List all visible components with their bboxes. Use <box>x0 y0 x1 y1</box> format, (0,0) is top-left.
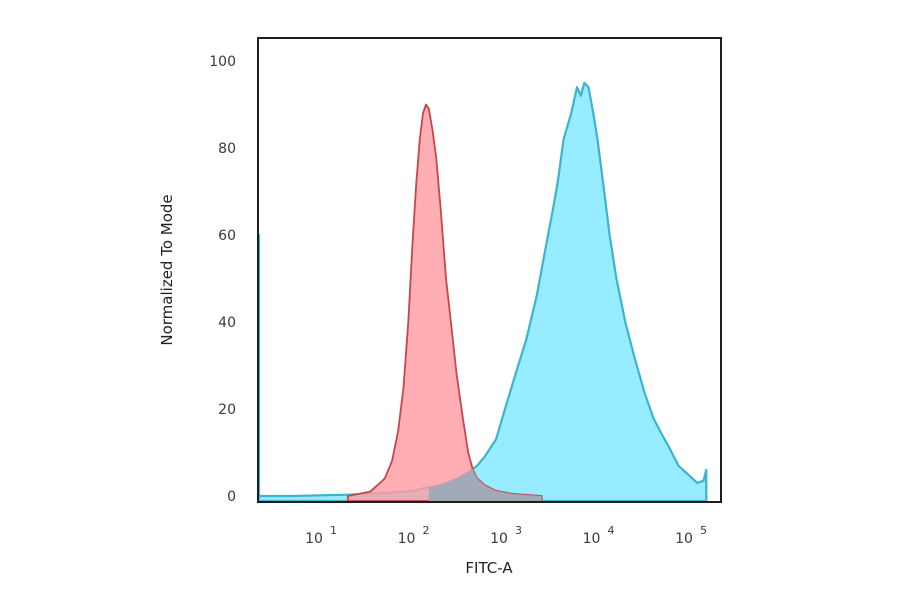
x-axis-title: FITC-A <box>465 559 513 577</box>
x-tick-label: 10 <box>675 531 693 547</box>
x-tick-exponent: 3 <box>515 524 522 537</box>
y-tick-label: 80 <box>218 141 236 157</box>
y-axis-title: Normalized To Mode <box>158 194 176 345</box>
x-tick-exponent: 1 <box>330 524 337 537</box>
x-tick-exponent: 4 <box>608 524 615 537</box>
y-tick-label: 40 <box>218 315 236 331</box>
histogram-overlap-region <box>428 468 542 501</box>
y-tick-label: 60 <box>218 228 236 244</box>
x-tick-label: 10 <box>398 531 416 547</box>
x-tick-label: 10 <box>305 531 323 547</box>
plot-area <box>257 37 722 503</box>
y-axis-ticks: 0 20 40 60 80 100 <box>209 54 236 505</box>
y-tick-label: 20 <box>218 402 236 418</box>
plot-frame <box>257 37 722 503</box>
x-tick-exponent: 2 <box>423 524 430 537</box>
isotype-control-histogram <box>346 103 543 502</box>
y-tick-label: 100 <box>209 54 236 70</box>
x-axis-ticks: 10 1 10 2 10 3 10 4 10 5 <box>305 524 707 547</box>
x-tick-label: 10 <box>583 531 601 547</box>
x-tick-exponent: 5 <box>700 524 707 537</box>
x-tick-label: 10 <box>490 531 508 547</box>
y-tick-label: 0 <box>227 489 236 505</box>
